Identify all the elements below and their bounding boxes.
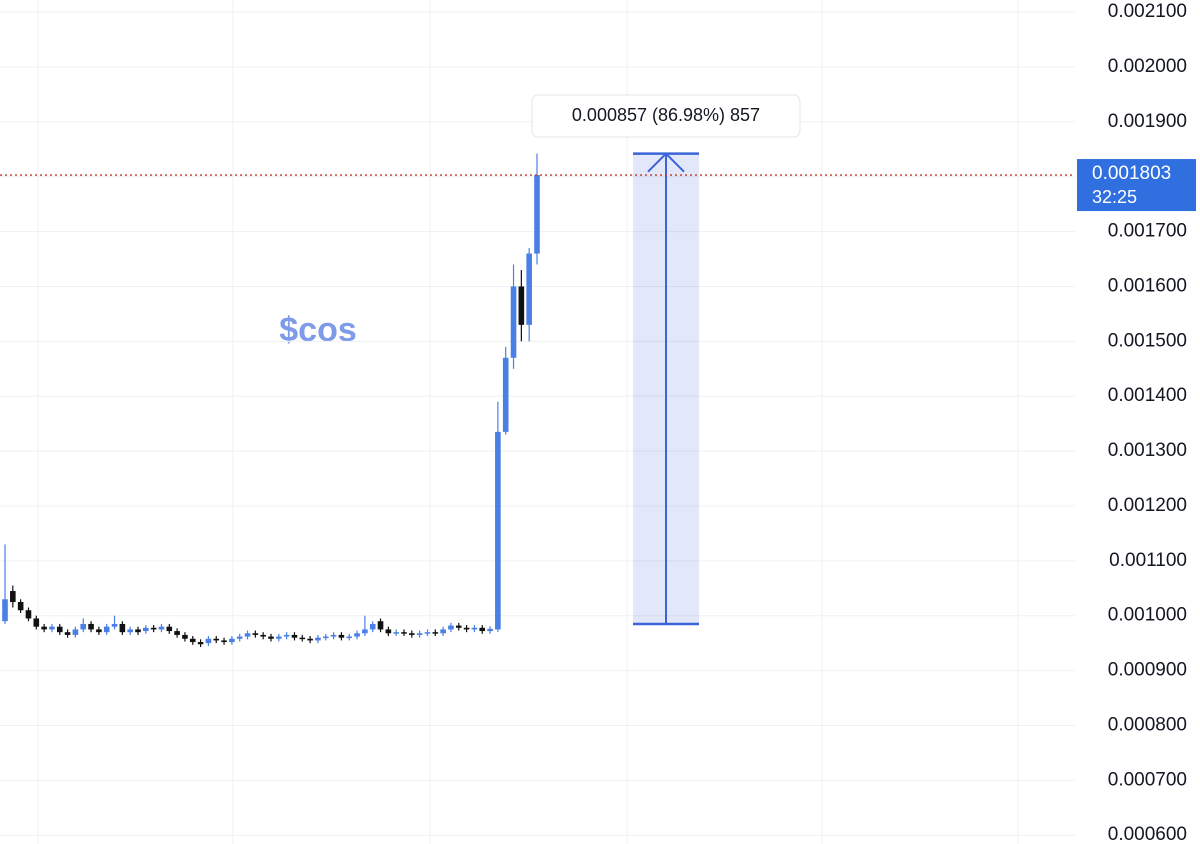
candle-body: [189, 638, 196, 643]
candle-body: [56, 626, 63, 633]
candle-body: [88, 623, 94, 630]
candle-body: [385, 629, 392, 634]
price-countdown: 32:25: [1092, 187, 1137, 207]
candle-body: [518, 286, 525, 325]
candle-body: [299, 637, 306, 640]
candle-body: [393, 632, 399, 634]
candle-body: [346, 636, 353, 639]
candle-body: [283, 634, 290, 637]
candle-body: [111, 623, 118, 627]
price-label-box: [1077, 159, 1196, 212]
candle-body: [354, 633, 360, 637]
candle-body: [260, 634, 266, 637]
candle-body: [166, 626, 173, 632]
candle-body: [307, 638, 313, 641]
candle-body: [229, 638, 235, 643]
candle-body: [64, 632, 71, 635]
candle-body: [432, 632, 439, 634]
candle-body: [33, 618, 40, 627]
candle-body: [330, 634, 337, 637]
candle-body: [448, 625, 454, 630]
watermark-title: $cos: [279, 311, 357, 349]
y-tick-label: 0.001200: [1108, 495, 1187, 516]
y-tick-label: 0.002000: [1108, 56, 1187, 77]
candle-body: [479, 627, 486, 632]
candle-body: [487, 628, 493, 632]
measure-label: 0.000857 (86.98%) 857: [572, 105, 760, 125]
candle-body: [401, 632, 407, 634]
candle-body: [362, 629, 368, 634]
y-tick-label: 0.001700: [1108, 221, 1187, 242]
price-label: 0.001803: [1092, 163, 1171, 184]
candle-body: [291, 634, 298, 638]
candle-body: [135, 629, 141, 633]
candle-body: [25, 610, 32, 619]
candle-body: [244, 633, 251, 637]
candle-body: [221, 640, 227, 643]
y-tick-label: 0.001600: [1108, 275, 1187, 296]
candle-body: [17, 601, 24, 611]
candle-body: [315, 637, 321, 641]
candle-body: [534, 175, 540, 254]
candle-body: [158, 626, 165, 630]
candle-body: [182, 634, 188, 639]
candle-body: [322, 636, 329, 639]
candle-body: [471, 627, 478, 630]
candle-body: [276, 636, 282, 639]
candle-body: [143, 627, 149, 632]
candle-body: [463, 627, 470, 630]
candle-body: [119, 623, 126, 633]
y-tick-label: 0.001500: [1108, 330, 1187, 351]
candle-body: [205, 638, 212, 644]
vertical-grid: [37, 0, 1019, 844]
candle-body: [455, 625, 462, 628]
candle-body: [409, 633, 415, 635]
candle-body: [103, 626, 110, 633]
y-tick-label: 0.001100: [1109, 550, 1187, 571]
candle-body: [150, 627, 157, 630]
candle-body: [96, 629, 102, 633]
candle-body: [495, 431, 501, 630]
candle-body: [502, 357, 509, 432]
candle-body: [510, 286, 517, 358]
candle-body: [369, 623, 376, 630]
measure-label-box: [531, 94, 801, 138]
candle-body: [268, 636, 274, 639]
y-tick-label: 0.000900: [1108, 660, 1187, 681]
candle-body: [440, 629, 446, 634]
candle-body: [80, 623, 87, 630]
candle-body: [213, 638, 220, 641]
candle-body: [127, 629, 133, 633]
candle-body: [10, 591, 16, 602]
candle-body: [2, 599, 8, 622]
y-tick-label: 0.000600: [1108, 824, 1187, 844]
candle-body: [377, 621, 384, 630]
y-tick-label: 0.000700: [1108, 769, 1187, 790]
y-tick-label: 0.001300: [1108, 440, 1187, 461]
candle-body: [252, 633, 259, 635]
measure-arrowhead: [647, 152, 685, 173]
candle-body: [416, 633, 423, 635]
candle-body: [174, 631, 180, 635]
candle-body: [72, 629, 79, 635]
y-tick-label: 0.001400: [1108, 385, 1187, 406]
candle-body: [197, 642, 204, 645]
candle-body: [49, 626, 55, 630]
y-tick-label: 0.002100: [1108, 1, 1187, 22]
candle-body: [41, 626, 47, 630]
candle-body: [526, 253, 532, 325]
y-tick-label: 0.000800: [1108, 714, 1187, 735]
y-tick-label: 0.001900: [1108, 111, 1187, 132]
y-tick-label: 0.001000: [1108, 605, 1187, 626]
candle-body: [424, 632, 431, 634]
candle-body: [236, 636, 243, 639]
candle-body: [338, 634, 345, 638]
